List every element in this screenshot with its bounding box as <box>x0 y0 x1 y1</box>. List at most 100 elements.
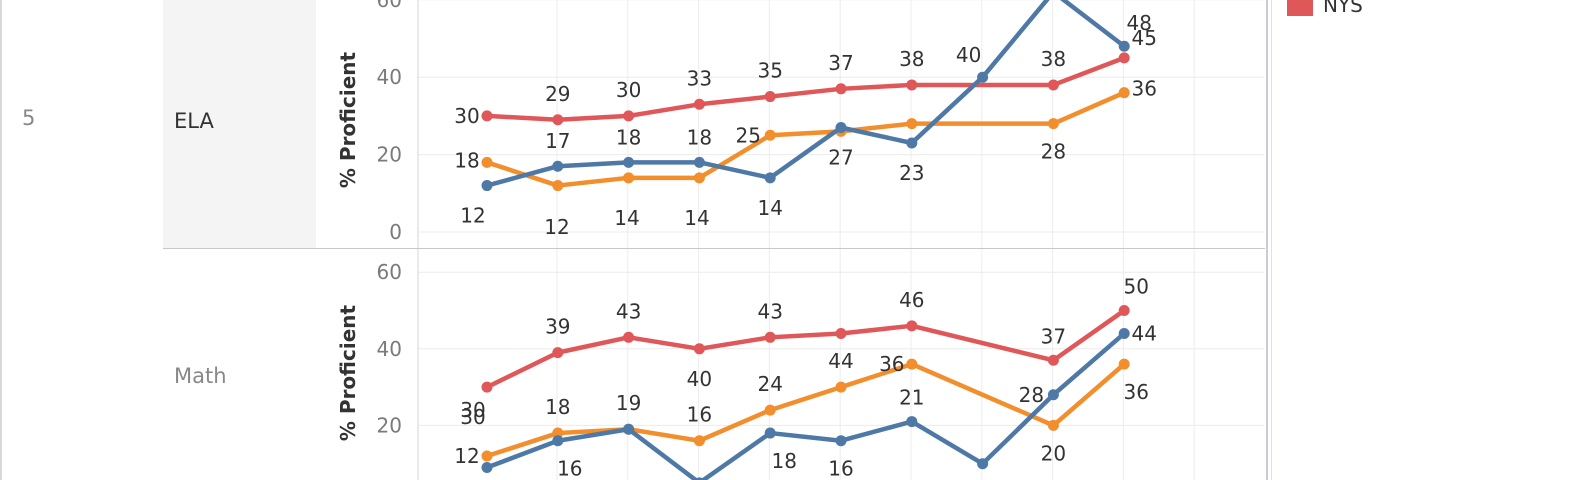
data-point <box>1047 79 1059 91</box>
data-point <box>693 98 705 110</box>
data-label: 40 <box>687 367 712 391</box>
data-point <box>835 381 847 393</box>
subject-label-ela[interactable]: ELA <box>174 109 214 133</box>
data-point <box>835 122 847 134</box>
data-point <box>764 427 776 439</box>
data-point <box>1118 358 1130 370</box>
left-rule <box>0 0 2 480</box>
data-label: 18 <box>545 395 570 419</box>
y-tick-label: 40 <box>377 65 402 89</box>
data-label: 43 <box>616 299 641 323</box>
data-point <box>481 462 493 474</box>
data-label: 14 <box>757 196 782 220</box>
data-label: 38 <box>899 47 924 71</box>
data-label: 33 <box>687 66 712 90</box>
data-label: 48 <box>1126 11 1151 35</box>
data-label: 30 <box>616 78 641 102</box>
data-point <box>906 118 918 130</box>
data-label: 12 <box>454 444 479 468</box>
data-label: 38 <box>1041 47 1066 71</box>
data-label: 18 <box>616 125 641 149</box>
data-point <box>906 416 918 428</box>
data-label: 14 <box>614 206 639 230</box>
data-point <box>764 172 776 184</box>
data-label: 36 <box>879 352 904 376</box>
series-line <box>484 361 1127 459</box>
data-point <box>1047 419 1059 431</box>
data-label: 27 <box>828 146 853 170</box>
data-point <box>764 91 776 103</box>
data-label: 12 <box>460 204 485 228</box>
data-label: 36 <box>1131 77 1156 101</box>
y-tick-label: 40 <box>377 337 402 361</box>
data-point <box>764 331 776 343</box>
data-point <box>1118 40 1130 52</box>
y-axis-title: % Proficient <box>336 304 360 441</box>
data-point <box>481 156 493 168</box>
pane-separator <box>1266 0 1268 480</box>
y-tick-label: 60 <box>377 260 402 284</box>
y-tick-label: 60 <box>377 0 402 12</box>
data-label: 16 <box>687 403 712 427</box>
data-point <box>552 435 564 447</box>
data-label: 28 <box>1019 383 1044 407</box>
data-label: 43 <box>757 299 782 323</box>
data-point <box>906 79 918 91</box>
data-point <box>1118 327 1130 339</box>
y-tick-label: 20 <box>377 413 402 437</box>
data-point <box>906 320 918 332</box>
data-label: 20 <box>1041 441 1066 465</box>
data-point <box>552 160 564 172</box>
data-label: 21 <box>899 386 924 410</box>
y-tick-label: 0 <box>389 220 402 244</box>
data-label: 28 <box>1041 140 1066 164</box>
data-label: 44 <box>828 349 853 373</box>
data-point <box>977 71 989 83</box>
data-label: 24 <box>757 372 782 396</box>
data-label: 18 <box>454 148 479 172</box>
data-label: 29 <box>545 82 570 106</box>
data-label: 30 <box>454 104 479 128</box>
data-point <box>835 83 847 95</box>
data-point <box>764 129 776 141</box>
data-label: 44 <box>1131 321 1156 345</box>
subject-label-math[interactable]: Math <box>174 364 227 388</box>
pane-separator-inner <box>1271 0 1272 480</box>
data-point <box>481 180 493 192</box>
data-point <box>481 110 493 122</box>
row-divider <box>163 248 1265 249</box>
series-line <box>484 55 1127 123</box>
data-point <box>623 331 635 343</box>
data-label: 45 <box>1131 26 1156 50</box>
data-label: 16 <box>828 457 853 480</box>
data-point <box>693 172 705 184</box>
y-tick-label: 20 <box>377 143 402 167</box>
legend-label-nys[interactable]: NYS <box>1323 0 1363 17</box>
data-point <box>694 477 705 480</box>
data-label: 37 <box>828 51 853 75</box>
data-point <box>552 114 564 126</box>
data-point <box>1118 52 1130 64</box>
data-point <box>623 156 635 168</box>
data-point <box>1047 354 1059 366</box>
data-point <box>835 327 847 339</box>
legend-swatch-nys[interactable] <box>1287 0 1313 16</box>
data-label: 62 <box>1041 0 1066 2</box>
data-label: 35 <box>757 59 782 83</box>
data-point <box>1047 118 1059 130</box>
data-label: 39 <box>545 315 570 339</box>
data-point <box>481 450 493 462</box>
data-point <box>1047 389 1059 401</box>
data-point <box>552 180 564 192</box>
data-point <box>977 458 989 470</box>
y-axis-title: % Proficient <box>336 51 360 188</box>
data-point <box>1118 305 1130 316</box>
series-line <box>484 90 1127 188</box>
subject-header-cell <box>163 0 316 249</box>
data-point <box>552 347 564 359</box>
data-label: 46 <box>899 288 924 312</box>
data-point <box>481 381 493 393</box>
data-label: 18 <box>771 449 796 473</box>
data-label: 25 <box>735 123 760 147</box>
